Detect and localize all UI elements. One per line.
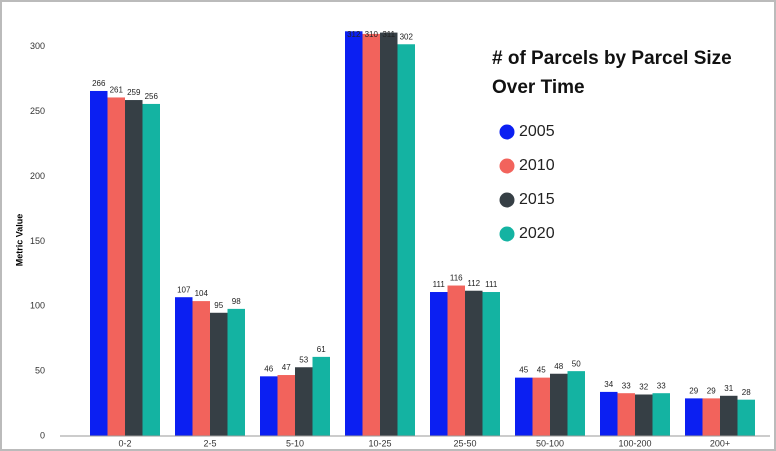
bar bbox=[617, 393, 635, 436]
data-label: 261 bbox=[110, 86, 124, 95]
data-label: 98 bbox=[232, 297, 241, 306]
bar bbox=[685, 398, 703, 436]
bar bbox=[260, 376, 278, 436]
bar bbox=[635, 394, 653, 436]
bar bbox=[362, 33, 380, 436]
data-label: 112 bbox=[467, 279, 480, 288]
bar bbox=[532, 377, 550, 436]
x-tick-label: 50-100 bbox=[536, 438, 564, 448]
bar bbox=[550, 373, 568, 436]
data-label: 111 bbox=[485, 280, 498, 289]
bar bbox=[125, 100, 143, 436]
y-tick-label: 300 bbox=[30, 41, 45, 51]
x-tick-label: 200+ bbox=[710, 438, 730, 448]
data-label: 302 bbox=[400, 32, 414, 41]
bar bbox=[312, 356, 330, 436]
legend-marker bbox=[499, 192, 515, 208]
y-tick-label: 50 bbox=[35, 366, 45, 376]
data-label: 45 bbox=[537, 366, 546, 375]
data-label: 107 bbox=[177, 285, 191, 294]
data-label: 53 bbox=[299, 355, 308, 364]
bar bbox=[345, 31, 363, 436]
bar bbox=[447, 285, 465, 436]
data-label: 310 bbox=[365, 30, 379, 39]
data-label: 45 bbox=[519, 366, 528, 375]
bar bbox=[465, 290, 483, 436]
x-tick-label: 10-25 bbox=[368, 438, 391, 448]
data-label: 29 bbox=[689, 386, 698, 395]
data-label: 111 bbox=[433, 280, 446, 289]
y-tick-label: 250 bbox=[30, 106, 45, 116]
data-label: 256 bbox=[145, 92, 159, 101]
bar bbox=[380, 32, 398, 436]
data-label: 311 bbox=[382, 30, 395, 39]
data-label: 266 bbox=[92, 79, 106, 88]
bar bbox=[90, 90, 108, 436]
bar bbox=[397, 44, 415, 436]
bar bbox=[175, 297, 193, 436]
legend-label: 2015 bbox=[519, 191, 555, 208]
data-label: 29 bbox=[707, 386, 716, 395]
data-label: 46 bbox=[264, 364, 273, 373]
bar bbox=[600, 391, 618, 436]
bar bbox=[277, 375, 295, 436]
y-tick-label: 100 bbox=[30, 301, 45, 311]
x-tick-label: 0-2 bbox=[118, 438, 131, 448]
data-label: 50 bbox=[572, 359, 581, 368]
data-label: 116 bbox=[450, 274, 463, 283]
bar bbox=[737, 399, 755, 436]
data-label: 34 bbox=[604, 380, 613, 389]
bar bbox=[107, 97, 125, 436]
bar bbox=[142, 103, 160, 436]
y-axis-label: Metric Value bbox=[14, 214, 24, 267]
data-label: 47 bbox=[282, 363, 291, 372]
bar bbox=[295, 367, 313, 436]
bar bbox=[210, 312, 228, 436]
bar bbox=[720, 395, 738, 436]
x-tick-label: 5-10 bbox=[286, 438, 304, 448]
chart-title: # of Parcels by Parcel Size Over Time bbox=[492, 48, 732, 98]
y-tick-label: 150 bbox=[30, 236, 45, 246]
legend-label: 2010 bbox=[519, 157, 555, 174]
data-label: 28 bbox=[742, 388, 751, 397]
bar bbox=[192, 301, 210, 436]
x-tick-label: 2-5 bbox=[203, 438, 216, 448]
data-label: 33 bbox=[622, 381, 631, 390]
x-tick-label: 100-200 bbox=[618, 438, 651, 448]
bar bbox=[652, 393, 670, 436]
bars bbox=[90, 31, 755, 436]
data-label: 33 bbox=[657, 381, 666, 390]
data-label: 61 bbox=[317, 345, 326, 354]
legend-marker bbox=[499, 124, 515, 140]
data-label: 95 bbox=[214, 301, 223, 310]
y-tick-label: 0 bbox=[40, 430, 45, 440]
bar bbox=[567, 371, 585, 436]
bar bbox=[482, 292, 500, 436]
legend-label: 2020 bbox=[519, 225, 555, 242]
legend-marker bbox=[499, 158, 515, 174]
bar bbox=[430, 292, 448, 436]
x-tick-label: 25-50 bbox=[453, 438, 476, 448]
bar bbox=[515, 377, 533, 436]
bar bbox=[702, 398, 720, 436]
data-label: 259 bbox=[127, 88, 141, 97]
data-label: 32 bbox=[639, 383, 648, 392]
y-tick-label: 200 bbox=[30, 171, 45, 181]
legend-label: 2005 bbox=[519, 123, 555, 140]
data-label: 104 bbox=[195, 289, 209, 298]
data-label: 312 bbox=[347, 30, 361, 39]
legend-marker bbox=[499, 226, 515, 242]
bar bbox=[227, 308, 245, 436]
data-label: 31 bbox=[724, 384, 733, 393]
data-label: 48 bbox=[554, 362, 563, 371]
